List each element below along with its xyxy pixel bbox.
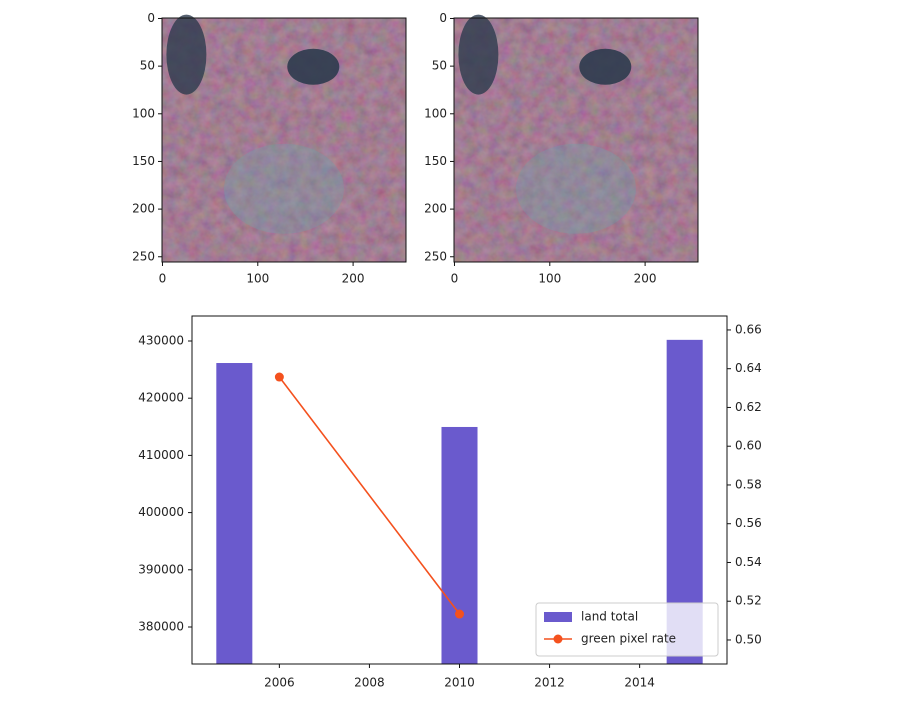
legend-marker — [553, 634, 563, 644]
image-urban — [224, 143, 344, 234]
x-tick-label: 2006 — [264, 676, 295, 690]
y2-tick-label: 0.64 — [735, 361, 762, 375]
y2-tick-label: 0.58 — [735, 477, 762, 491]
y-tick-label: 400000 — [138, 505, 184, 519]
image-water — [287, 48, 340, 85]
y2-tick-label: 0.62 — [735, 400, 762, 414]
x-tick-label: 100 — [246, 272, 269, 286]
x-tick-label: 2012 — [534, 676, 565, 690]
x-tick-label: 0 — [159, 272, 167, 286]
y-tick-label: 380000 — [138, 619, 184, 633]
bar — [216, 363, 253, 664]
y-tick-label: 420000 — [138, 391, 184, 405]
legend-box — [535, 602, 719, 657]
marker — [455, 609, 464, 619]
x-tick-label: 100 — [538, 272, 561, 286]
bar — [441, 426, 478, 664]
y2-tick-label: 0.56 — [735, 516, 762, 530]
x-tick-label: 200 — [342, 272, 365, 286]
y-tick-label: 100 — [132, 106, 155, 120]
x-tick-label: 200 — [634, 272, 657, 286]
y-tick-label: 200 — [132, 202, 155, 216]
image-frame — [161, 17, 407, 263]
x-tick-label: 0 — [451, 272, 459, 286]
y2-tick-label: 0.66 — [735, 322, 762, 336]
y-tick-label: 430000 — [138, 333, 184, 347]
y-tick-label: 390000 — [138, 562, 184, 576]
y-tick-label: 50 — [432, 59, 447, 73]
y-tick-label: 410000 — [138, 448, 184, 462]
legend-swatch — [544, 612, 572, 622]
y2-tick-label: 0.52 — [735, 594, 762, 608]
image-water — [458, 14, 499, 95]
legend-label: green pixel rate — [581, 632, 676, 646]
legend-label: land total — [581, 610, 638, 624]
line — [278, 376, 461, 615]
y-tick-label: 50 — [140, 59, 155, 73]
image-urban — [516, 143, 636, 234]
y-tick-label: 0 — [147, 11, 155, 25]
y2-tick-label: 0.54 — [735, 555, 762, 569]
y-tick-label: 200 — [424, 202, 447, 216]
x-tick-label: 2014 — [624, 676, 655, 690]
y2-tick-label: 0.60 — [735, 439, 762, 453]
y2-tick-label: 0.50 — [735, 632, 762, 646]
image-frame — [453, 17, 699, 263]
image-water — [166, 14, 207, 95]
y-tick-label: 0 — [439, 11, 447, 25]
y-tick-label: 150 — [132, 154, 155, 168]
x-tick-label: 2008 — [354, 676, 385, 690]
y-tick-label: 150 — [424, 154, 447, 168]
x-tick-label: 2010 — [444, 676, 475, 690]
y-tick-label: 250 — [424, 249, 447, 263]
y-tick-label: 250 — [132, 249, 155, 263]
y-tick-label: 100 — [424, 106, 447, 120]
image-water — [579, 48, 632, 85]
marker — [274, 372, 284, 382]
